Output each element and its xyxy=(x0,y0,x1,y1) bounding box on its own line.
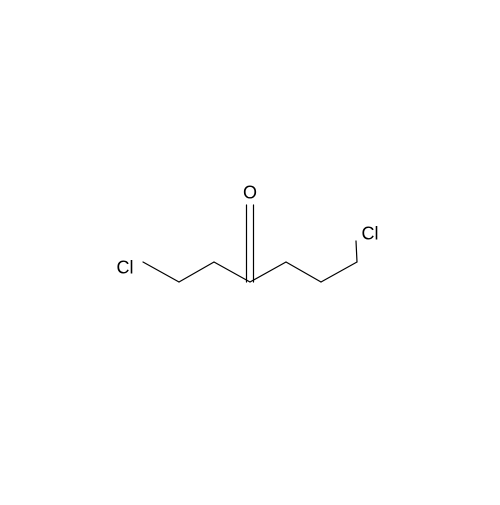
atom-label-oxygen: O xyxy=(243,183,257,204)
atom-label-cl-right: Cl xyxy=(362,224,379,245)
atom-label-cl-left: Cl xyxy=(117,258,134,279)
molecule-canvas: Cl O Cl xyxy=(0,0,500,500)
molecule-svg xyxy=(0,0,500,500)
